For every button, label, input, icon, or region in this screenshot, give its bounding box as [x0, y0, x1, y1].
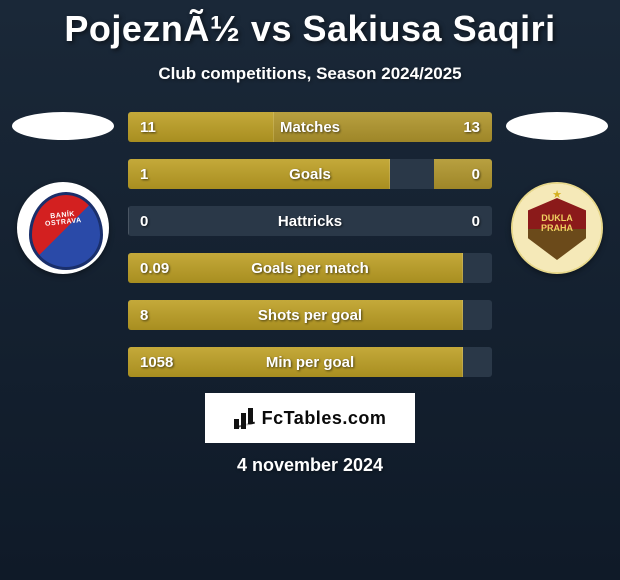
stat-left-value: 0 [140, 213, 148, 230]
right-flag-icon [506, 112, 608, 140]
star-icon: ★ [552, 188, 562, 201]
left-player-column [8, 112, 118, 274]
chart-icon [234, 407, 256, 429]
stat-right-value: 13 [463, 119, 480, 136]
subtitle: Club competitions, Season 2024/2025 [0, 64, 620, 84]
stat-left-value: 0.09 [140, 260, 169, 277]
stat-left-value: 1 [140, 166, 148, 183]
watermark: FcTables.com [205, 393, 415, 443]
right-club-badge-icon: ★ [511, 182, 603, 274]
stat-label: Shots per goal [258, 307, 362, 324]
bar-fill-right [434, 159, 492, 189]
stat-row: 1 Goals 0 [128, 159, 492, 189]
stat-row: 1058 Min per goal [128, 347, 492, 377]
comparison-panel: 11 Matches 13 1 Goals 0 0 Hattricks 0 0.09 Goals p… [0, 112, 620, 377]
right-player-column: ★ [502, 112, 612, 274]
stat-label: Goals per match [251, 260, 369, 277]
bar-fill-left [128, 159, 390, 189]
stats-bars: 11 Matches 13 1 Goals 0 0 Hattricks 0 0.09 Goals p… [128, 112, 492, 377]
date-label: 4 november 2024 [0, 455, 620, 476]
stat-row: 8 Shots per goal [128, 300, 492, 330]
stat-label: Matches [280, 119, 340, 136]
left-club-badge-icon [17, 182, 109, 274]
stat-right-value: 0 [472, 166, 480, 183]
stat-left-value: 1058 [140, 354, 173, 371]
watermark-text: FcTables.com [262, 408, 387, 429]
stat-label: Min per goal [266, 354, 354, 371]
stat-label: Hattricks [278, 213, 342, 230]
stat-left-value: 8 [140, 307, 148, 324]
stat-row: 11 Matches 13 [128, 112, 492, 142]
left-flag-icon [12, 112, 114, 140]
bar-fill-left [128, 206, 129, 236]
page-title: PojeznÃ½ vs Sakiusa Saqiri [0, 0, 620, 50]
stat-left-value: 11 [140, 119, 156, 136]
stat-row: 0 Hattricks 0 [128, 206, 492, 236]
stat-label: Goals [289, 166, 331, 183]
stat-row: 0.09 Goals per match [128, 253, 492, 283]
stat-right-value: 0 [472, 213, 480, 230]
